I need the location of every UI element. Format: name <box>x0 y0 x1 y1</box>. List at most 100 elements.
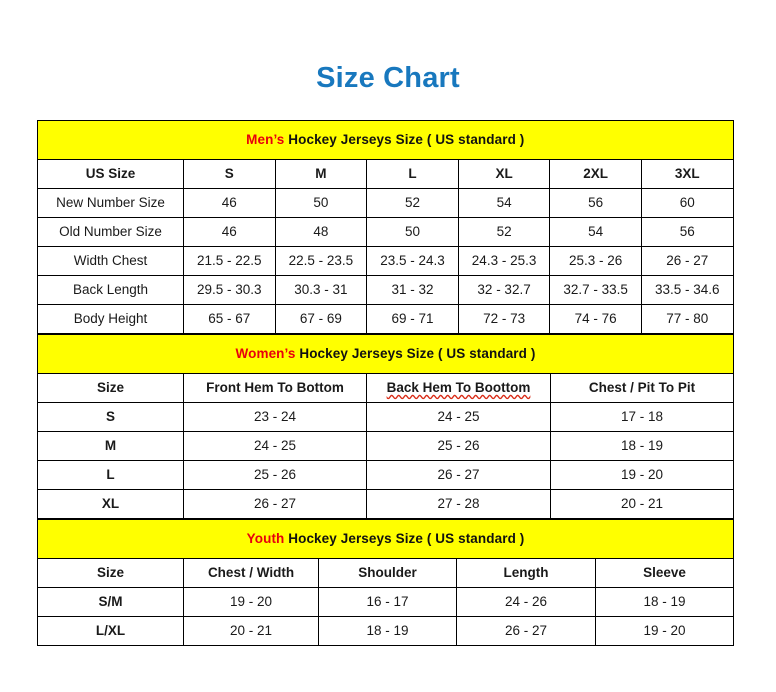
womens-header-cell-misspelled: Back Hem To Boottom <box>366 373 551 403</box>
table-cell: 19 - 20 <box>594 616 735 646</box>
table-cell: 56 <box>549 188 642 218</box>
table-cell: 52 <box>366 188 459 218</box>
size-tables-container: Men’s Hockey Jerseys Size ( US standard … <box>36 120 735 646</box>
womens-band-rest: Hockey Jerseys Size ( US standard ) <box>295 345 536 361</box>
table-cell: 50 <box>366 217 459 247</box>
table-row: L 25 - 26 26 - 27 19 - 20 <box>37 460 734 490</box>
row-label: Old Number Size <box>37 217 184 247</box>
table-cell: 20 - 21 <box>183 616 319 646</box>
row-label: Back Length <box>37 275 184 305</box>
table-row: New Number Size 46 50 52 54 56 60 <box>37 188 734 218</box>
table-cell: 24 - 25 <box>183 431 367 461</box>
row-label: L/XL <box>37 616 184 646</box>
table-cell: 24.3 - 25.3 <box>457 246 551 276</box>
table-row: M 24 - 25 25 - 26 18 - 19 <box>37 431 734 461</box>
table-cell: 18 - 19 <box>594 587 735 617</box>
table-cell: 46 <box>183 188 276 218</box>
row-label: S/M <box>37 587 184 617</box>
table-cell: 31 - 32 <box>366 275 459 305</box>
table-cell: 26 - 27 <box>456 616 596 646</box>
table-cell: 33.5 - 34.6 <box>640 275 734 305</box>
table-cell: 30.3 - 31 <box>274 275 368 305</box>
row-label: S <box>37 402 184 432</box>
youth-header-cell: Size <box>37 558 184 588</box>
table-cell: 25.3 - 26 <box>549 246 642 276</box>
mens-header-cell: M <box>274 159 368 189</box>
table-cell: 23 - 24 <box>183 402 367 432</box>
table-cell: 32 - 32.7 <box>457 275 551 305</box>
table-cell: 60 <box>640 188 734 218</box>
table-cell: 16 - 17 <box>318 587 457 617</box>
youth-header-cell: Sleeve <box>594 558 735 588</box>
mens-header-cell: 2XL <box>549 159 642 189</box>
womens-section-band: Women’s Hockey Jerseys Size ( US standar… <box>37 334 734 374</box>
table-cell: 26 - 27 <box>640 246 734 276</box>
table-cell: 72 - 73 <box>457 304 551 334</box>
row-label: Width Chest <box>37 246 184 276</box>
table-row: S 23 - 24 24 - 25 17 - 18 <box>37 402 734 432</box>
table-cell: 25 - 26 <box>183 460 367 490</box>
table-cell: 21.5 - 22.5 <box>183 246 276 276</box>
table-cell: 48 <box>274 217 368 247</box>
womens-band-accent: Women’s <box>235 345 296 361</box>
table-cell: 24 - 25 <box>366 402 551 432</box>
mens-band-accent: Men’s <box>246 131 285 147</box>
page-title: Size Chart <box>316 62 460 94</box>
table-cell: 19 - 20 <box>183 587 319 617</box>
mens-header-cell: S <box>183 159 276 189</box>
youth-section-band-row: Youth Hockey Jerseys Size ( US standard … <box>36 519 735 559</box>
table-row: Back Length 29.5 - 30.3 30.3 - 31 31 - 3… <box>37 275 734 305</box>
youth-header-row: Size Chest / Width Shoulder Length Sleev… <box>37 558 735 588</box>
mens-header-cell: XL <box>457 159 551 189</box>
table-cell: 29.5 - 30.3 <box>183 275 276 305</box>
mens-size-table: Men’s Hockey Jerseys Size ( US standard … <box>37 120 734 334</box>
row-label: New Number Size <box>37 188 184 218</box>
table-cell: 52 <box>457 217 551 247</box>
youth-size-table: Youth Hockey Jerseys Size ( US standard … <box>36 519 735 646</box>
table-cell: 67 - 69 <box>274 304 368 334</box>
table-cell: 69 - 71 <box>366 304 459 334</box>
table-row: Width Chest 21.5 - 22.5 22.5 - 23.5 23.5… <box>37 246 734 276</box>
table-cell: 26 - 27 <box>366 460 551 490</box>
mens-header-cell: 3XL <box>640 159 734 189</box>
table-cell: 18 - 19 <box>550 431 734 461</box>
table-cell: 54 <box>549 217 642 247</box>
table-cell: 65 - 67 <box>183 304 276 334</box>
table-row: L/XL 20 - 21 18 - 19 26 - 27 19 - 20 <box>37 616 735 646</box>
row-label: XL <box>37 489 184 519</box>
womens-header-row: Size Front Hem To Bottom Back Hem To Boo… <box>37 373 734 403</box>
table-cell: 17 - 18 <box>550 402 734 432</box>
womens-header-cell: Front Hem To Bottom <box>183 373 367 403</box>
womens-size-table: Women’s Hockey Jerseys Size ( US standar… <box>37 334 734 519</box>
table-cell: 24 - 26 <box>456 587 596 617</box>
table-cell: 46 <box>183 217 276 247</box>
table-cell: 18 - 19 <box>318 616 457 646</box>
table-cell: 27 - 28 <box>366 489 551 519</box>
mens-header-cell: US Size <box>37 159 184 189</box>
table-cell: 77 - 80 <box>640 304 734 334</box>
table-cell: 22.5 - 23.5 <box>274 246 368 276</box>
youth-header-cell: Shoulder <box>318 558 457 588</box>
mens-header-row: US Size S M L XL 2XL 3XL <box>37 159 734 189</box>
mens-band-rest: Hockey Jerseys Size ( US standard ) <box>284 131 525 147</box>
womens-section-band-row: Women’s Hockey Jerseys Size ( US standar… <box>37 334 734 374</box>
youth-band-rest: Hockey Jerseys Size ( US standard ) <box>284 530 525 546</box>
womens-header-cell: Size <box>37 373 184 403</box>
table-cell: 23.5 - 24.3 <box>366 246 459 276</box>
table-cell: 32.7 - 33.5 <box>549 275 642 305</box>
table-row: Old Number Size 46 48 50 52 54 56 <box>37 217 734 247</box>
mens-header-cell: L <box>366 159 459 189</box>
youth-section-band: Youth Hockey Jerseys Size ( US standard … <box>36 519 735 559</box>
table-cell: 20 - 21 <box>550 489 734 519</box>
table-cell: 25 - 26 <box>366 431 551 461</box>
table-cell: 50 <box>274 188 368 218</box>
youth-header-cell: Chest / Width <box>183 558 319 588</box>
row-label: Body Height <box>37 304 184 334</box>
table-row: S/M 19 - 20 16 - 17 24 - 26 18 - 19 <box>37 587 735 617</box>
table-cell: 19 - 20 <box>550 460 734 490</box>
youth-band-accent: Youth <box>246 530 285 546</box>
table-cell: 26 - 27 <box>183 489 367 519</box>
table-cell: 56 <box>640 217 734 247</box>
row-label: M <box>37 431 184 461</box>
